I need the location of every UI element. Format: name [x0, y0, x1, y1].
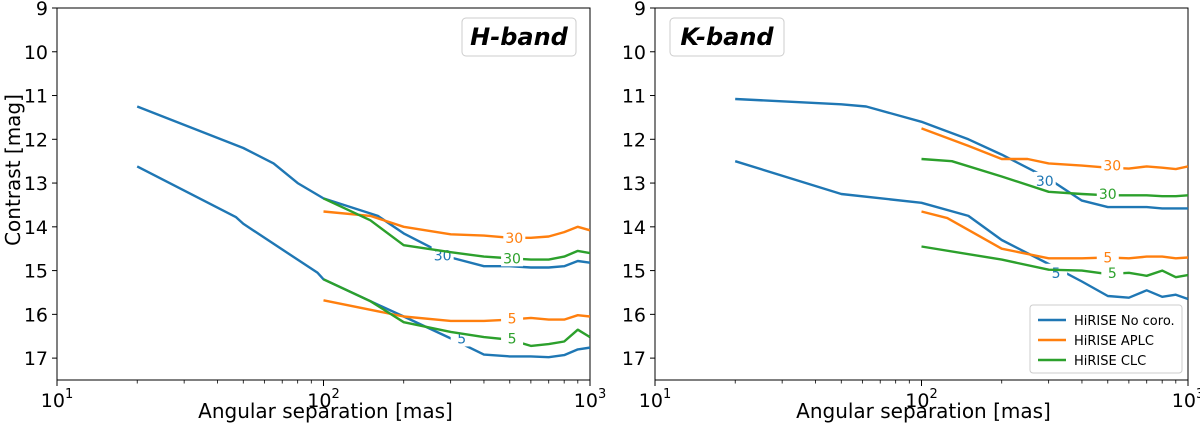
h-band-contour-label-hirise-no-coro-5: 5 — [457, 331, 466, 347]
y-axis-label-left: Contrast [mag] — [1, 94, 25, 246]
h-band-ytick-label: 13 — [24, 173, 48, 195]
h-band-ytick-label: 17 — [24, 348, 48, 370]
h-band-ytick-label: 15 — [24, 261, 48, 283]
k-band-ytick-label: 13 — [622, 173, 646, 195]
h-band-contour-label-bg — [501, 249, 524, 267]
h-band-contour-label-hirise-clc-30: 30 — [503, 251, 521, 267]
k-band-plot-area: 30 5 30 5 30 5 — [734, 97, 1188, 301]
k-band-contour-label-hirise-no-coro-30: 30 — [1036, 174, 1054, 190]
h-band-ytick-label: 9 — [36, 0, 48, 20]
h-band-title: H-band — [470, 23, 569, 51]
k-band-xtick-label: 103 — [1172, 387, 1200, 412]
k-band-x-axis-label: Angular separation [mas] — [796, 399, 1051, 423]
k-band-ytick-label: 9 — [634, 0, 646, 20]
k-band-contour-label-bg — [1101, 263, 1124, 281]
k-band-ytick-label: 16 — [622, 304, 646, 326]
k-band-contour-label-bg — [1045, 263, 1068, 281]
k-band-contour-label-hirise-aplc-5: 5 — [1103, 250, 1112, 266]
k-band-xtick-label: 102 — [905, 387, 937, 412]
k-band-contour-label-hirise-aplc-30: 30 — [1103, 159, 1121, 175]
k-band-series-hirise-aplc-30 — [921, 127, 1188, 171]
k-band-contour-label-bg — [1096, 185, 1119, 202]
k-band-panel: 9 10 11 12 13 14 15 16 17 101 102 103 Angular separa… — [622, 0, 1200, 423]
legend-label-hirise-no-coro: HiRISE No coro. — [1074, 314, 1175, 329]
h-band-contour-label-hirise-aplc-30: 30 — [505, 231, 523, 247]
k-band-legend: HiRISE No coro. HiRISE APLC HiRISE CLC — [1029, 304, 1183, 374]
h-band-xtick-label: 102 — [307, 387, 339, 412]
k-band-contour-label-hirise-no-coro-5: 5 — [1052, 266, 1061, 282]
k-band-series-hirise-aplc-5 — [921, 210, 1188, 260]
h-band-contour-label-hirise-aplc-5: 5 — [508, 312, 517, 328]
k-band-ytick-label: 17 — [622, 348, 646, 370]
k-band-series-hirise-no-coro-5 — [734, 160, 1188, 301]
k-band-contour-label-hirise-clc-5: 5 — [1108, 266, 1117, 282]
h-band-series-hirise-aplc-5 — [323, 299, 590, 323]
k-band-ytick-label: 12 — [622, 129, 646, 151]
k-band-xtick-label: 101 — [639, 387, 671, 412]
k-band-ytick-label: 11 — [622, 86, 646, 108]
h-band-contour-label-bg — [501, 329, 524, 347]
k-band-title-box: K-band — [669, 17, 785, 57]
k-band-contour-label-bg — [1096, 248, 1119, 266]
h-band-xtick-label: 101 — [41, 387, 73, 412]
h-band-contour-label-hirise-clc-5: 5 — [508, 331, 517, 347]
h-band-series-hirise-aplc-30 — [323, 210, 590, 239]
h-band-panel: 9 10 11 12 13 14 15 16 17 101 102 103 Angular separa… — [24, 0, 606, 423]
h-band-ytick-label: 16 — [24, 304, 48, 326]
k-band-title: K-band — [680, 23, 774, 51]
k-band-contour-label-bg — [1101, 156, 1124, 174]
h-band-series-hirise-clc-30 — [322, 197, 590, 261]
legend-label-hirise-aplc: HiRISE APLC — [1074, 334, 1154, 349]
h-band-ytick-label: 11 — [24, 86, 48, 108]
k-band-ytick-label: 14 — [622, 217, 646, 239]
k-band-ytick-label: 15 — [622, 261, 646, 283]
k-band-ytick-label: 10 — [622, 42, 646, 64]
h-band-title-box: H-band — [461, 17, 577, 57]
k-band-series-hirise-no-coro-30 — [735, 97, 1188, 210]
k-band-contour-label-bg — [1033, 171, 1056, 189]
h-band-x-axis-label: Angular separation [mas] — [198, 399, 453, 423]
h-band-contour-label-bg — [503, 228, 526, 246]
legend-label-hirise-clc: HiRISE CLC — [1074, 354, 1146, 369]
h-band-contour-label-bg — [501, 309, 524, 327]
h-band-ytick-label: 10 — [24, 42, 48, 64]
h-band-xtick-label: 103 — [574, 387, 606, 412]
h-band-ytick-label: 14 — [24, 217, 48, 239]
k-band-contour-label-hirise-clc-30: 30 — [1099, 187, 1117, 203]
h-band-ytick-label: 12 — [24, 129, 48, 151]
